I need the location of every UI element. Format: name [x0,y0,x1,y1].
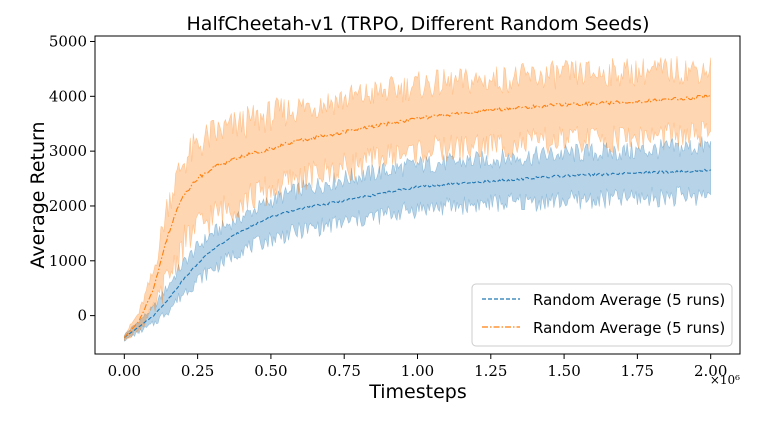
line-series-0 [123,168,712,339]
legend-box [471,283,733,347]
chart-title: HalfCheetah-v1 (TRPO, Different Random S… [187,13,650,35]
series-lines [123,94,712,339]
x-tick-label: 0.00 [108,362,141,380]
y-tick-label: 2000 [49,197,87,215]
legend-label-1: Random Average (5 runs) [533,319,725,337]
x-multiplier-label: ×10⁶ [710,373,740,387]
legend: Random Average (5 runs) Random Average (… [471,283,733,347]
y-axis-ticks: 0 1000 2000 3000 4000 5000 [49,32,95,325]
band-series-0 [124,136,711,342]
line-series-1 [123,94,711,338]
y-tick-label: 4000 [49,87,87,105]
y-tick-label: 1000 [49,252,87,270]
x-tick-label: 0.25 [181,362,214,380]
y-tick-label: 5000 [49,32,87,50]
y-tick-label: 0 [77,307,87,325]
x-tick-label: 1.00 [401,362,434,380]
band-series-1 [124,56,711,341]
x-axis-ticks: 0.00 0.25 0.50 0.75 1.00 1.25 1.50 1.75 2.00 [108,354,727,380]
legend-label-0: Random Average (5 runs) [533,291,725,309]
x-tick-label: 1.25 [474,362,507,380]
y-axis-label: Average Return [27,121,49,268]
x-tick-label: 1.50 [547,362,580,380]
x-tick-label: 0.50 [254,362,287,380]
x-tick-label: 1.75 [621,362,654,380]
x-tick-label: 0.75 [328,362,361,380]
x-axis-label: Timesteps [368,381,467,403]
x-tick-label: 2.00 [694,362,727,380]
confidence-bands [124,56,711,342]
y-tick-label: 3000 [49,142,87,160]
